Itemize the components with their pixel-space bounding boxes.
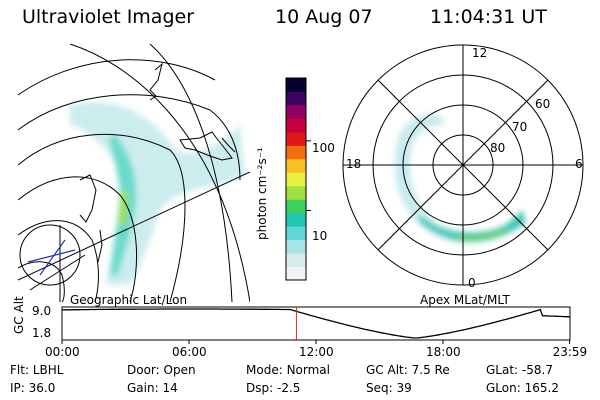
- info-ip: IP: 36.0: [10, 381, 56, 395]
- timeline-ymin: 1.8: [32, 326, 52, 340]
- colorbar-segment: [286, 199, 306, 214]
- polar-mlt-6: 6: [575, 157, 583, 171]
- colorbar-segment: [286, 226, 306, 241]
- info-glon: GLon: 165.2: [486, 381, 559, 395]
- colorbar-segment: [286, 185, 306, 200]
- polar-lat-80: 80: [490, 141, 506, 155]
- colorbar-tick-10: 10: [312, 229, 328, 243]
- info-flt: Flt: LBHL: [10, 363, 64, 377]
- info-seq: Seq: 39: [366, 381, 412, 395]
- colorbar-segment: [286, 131, 306, 146]
- timeline-xtick-label: 18:00: [426, 345, 461, 359]
- info-glat: GLat: -58.7: [486, 363, 553, 377]
- polar-lat-70: 70: [512, 120, 528, 134]
- info-gc-alt: GC Alt: 7.5 Re: [366, 363, 450, 377]
- geo-panel-label: Geographic Lat/Lon: [70, 293, 188, 307]
- info-dsp: Dsp: -2.5: [246, 381, 301, 395]
- colorbar-segment: [286, 118, 306, 133]
- aurora-geo: [70, 102, 245, 285]
- timeline-ymax: 9.0: [32, 304, 52, 318]
- colorbar-segment: [286, 78, 306, 92]
- info-door: Door: Open: [127, 363, 196, 377]
- polar-panel-label: Apex MLat/MLT: [420, 293, 510, 307]
- timeline-ylabel: GC Alt: [12, 296, 26, 334]
- polar-lat-60: 60: [535, 97, 551, 111]
- timeline-xtick-label: 06:00: [172, 345, 207, 359]
- time-label: 11:04:31 UT: [430, 6, 547, 28]
- timeline-xtick-label: 12:00: [299, 345, 334, 359]
- colorbar-segment: [286, 158, 306, 173]
- instrument-title: Ultraviolet Imager: [22, 6, 195, 28]
- aurora-polar: [395, 114, 528, 244]
- timeline-xtick-label: 23:59: [552, 345, 588, 359]
- colorbar-segment: [286, 104, 306, 119]
- colorbar-segment: [286, 239, 306, 254]
- colorbar-tick-100: 100: [312, 141, 335, 155]
- colorbar-segment: [286, 145, 306, 160]
- polar-mlt-18: 18: [346, 157, 362, 171]
- colorbar-segment: [286, 212, 306, 227]
- date-label: 10 Aug 07: [275, 6, 373, 28]
- timeline-xtick-label: 00:00: [45, 345, 80, 359]
- colorbar-segment: [286, 253, 306, 268]
- colorbar-segment: [286, 266, 306, 281]
- colorbar-segment: [286, 91, 306, 106]
- info-gain: Gain: 14: [127, 381, 178, 395]
- polar-mlt-12: 12: [472, 46, 488, 60]
- colorbar-segment: [286, 172, 306, 187]
- polar-mlt-0: 0: [468, 276, 476, 290]
- info-mode: Mode: Normal: [246, 363, 330, 377]
